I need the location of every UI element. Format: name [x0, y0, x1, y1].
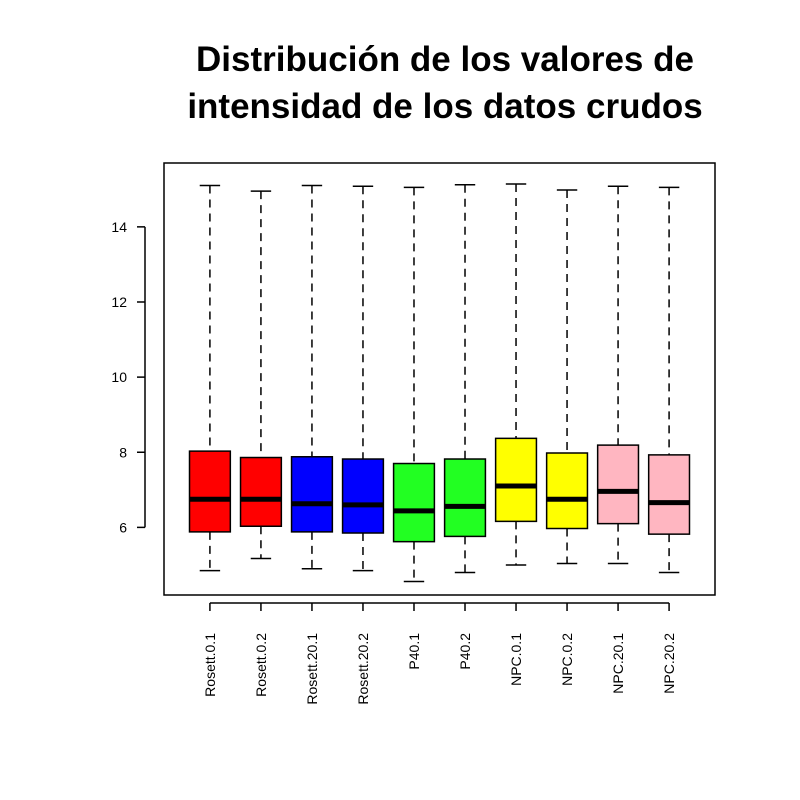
iqr-box [239, 456, 283, 528]
iqr-box [290, 456, 334, 533]
boxes-layer [188, 183, 691, 583]
box-Rosett.0.2 [239, 190, 283, 560]
x-tick-label: NPC.20.2 [661, 633, 677, 694]
y-tick-label: 10 [111, 369, 127, 385]
iqr-box [647, 454, 691, 535]
x-tick-label: NPC.20.1 [610, 633, 626, 694]
x-tick-label: Rosett.0.2 [253, 633, 269, 697]
x-tick-label: Rosett.0.1 [202, 633, 218, 697]
box-NPC.20.2 [647, 186, 691, 574]
x-tick-label: P40.2 [457, 633, 473, 670]
box-Rosett.20.2 [341, 185, 385, 572]
iqr-box [392, 462, 436, 543]
chart-title-line-1: Distribución de los valores de [196, 40, 694, 79]
chart-title-line-2: intensidad de los datos crudos [187, 87, 703, 126]
y-tick-label: 14 [111, 219, 127, 235]
iqr-box [596, 444, 640, 525]
iqr-box [341, 458, 385, 534]
x-tick-label: Rosett.20.2 [355, 633, 371, 705]
box-NPC.20.1 [596, 185, 640, 565]
box-NPC.0.2 [545, 189, 589, 565]
y-tick-label: 6 [119, 519, 127, 535]
iqr-box [188, 450, 232, 533]
iqr-box [545, 452, 589, 530]
x-tick-label: NPC.0.1 [508, 633, 524, 686]
box-P40.2 [443, 184, 487, 574]
box-NPC.0.1 [494, 183, 538, 566]
iqr-box [443, 458, 487, 538]
x-tick-label: P40.1 [406, 633, 422, 670]
iqr-box [494, 437, 538, 523]
box-Rosett.0.1 [188, 184, 232, 572]
box-P40.1 [392, 186, 436, 583]
plot-frame [163, 162, 716, 596]
x-tick-label: NPC.0.2 [559, 633, 575, 686]
y-tick-label: 12 [111, 294, 127, 310]
box-Rosett.20.1 [290, 184, 334, 570]
x-axis: Rosett.0.1 Rosett.0.2 Rosett.20.1 Rosett.20… [202, 602, 677, 705]
y-tick-label: 8 [119, 444, 127, 460]
x-tick-label: Rosett.20.1 [304, 633, 320, 705]
y-axis: 6 8 10 12 14 [111, 219, 146, 535]
